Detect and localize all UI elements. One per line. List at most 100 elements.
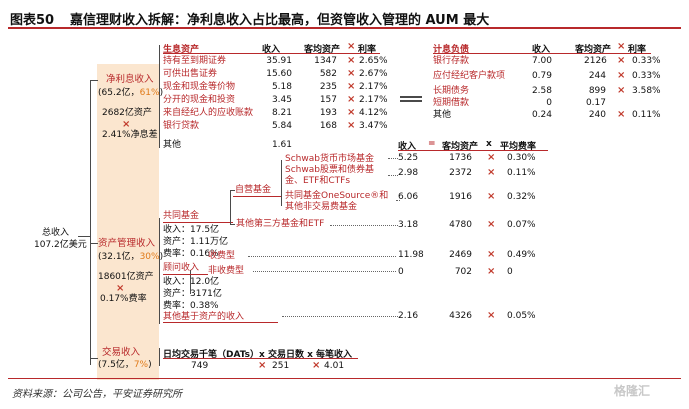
mutual-fund-label: 共同基金 [163, 211, 200, 221]
nii-liab-income: 0 [546, 98, 552, 108]
nii-asset-rate: 4.12% [359, 108, 388, 118]
am-income: 0 [398, 267, 404, 277]
schwab-eq-label: Schwab股票和债券基金、ETF和CTFs [285, 165, 374, 186]
tree-branch-am [90, 243, 98, 244]
nii-liab-rate: 0.11% [632, 110, 661, 120]
nii-asset-name: 现金和现金等价物 [163, 82, 236, 92]
nii-asset-name: 来自经纪人的应收账款 [163, 108, 254, 118]
am-avg-assets: 4326 [449, 311, 472, 321]
nii-asset-avg: 168 [319, 121, 337, 131]
leader-fee [248, 256, 396, 257]
trading-bracket [159, 348, 160, 366]
times-icon: × [487, 152, 496, 163]
times-icon: × [617, 70, 626, 81]
times-icon: × [347, 81, 356, 92]
nii-liab-avg: 899 [588, 86, 606, 96]
leader-nonfee [253, 271, 396, 272]
trading-times-icon-2: × [312, 360, 321, 371]
nii-liab-income: 0.79 [531, 71, 552, 81]
nii-liab-name: 长期债务 [433, 86, 470, 96]
nii-asset-name: 银行贷款 [163, 121, 200, 131]
nii-asset-avg: 1347 [314, 56, 337, 66]
times-icon: × [487, 219, 496, 230]
am-share: 30% [139, 252, 160, 262]
am-col-avg: 客均资产 [442, 142, 479, 152]
times-icon: × [347, 68, 356, 79]
title-rule [8, 27, 681, 29]
figure-label: 图表50 [10, 13, 55, 28]
am-col-income: 收入 [398, 142, 417, 152]
am-fee-rate: 0.49% [507, 250, 536, 260]
nii-asset-avg: 193 [319, 108, 337, 118]
nii-asset-income: 5.18 [271, 82, 292, 92]
nii-liab-rate: 0.33% [632, 71, 661, 81]
nii-assets-bracket [159, 45, 160, 148]
am-name: 资产管理收入 [98, 238, 156, 249]
nii-asset-rate: 2.67% [359, 69, 388, 79]
times-icon: × [617, 55, 626, 66]
trading-amount: (7.5亿，7%) [98, 360, 152, 370]
nii-asset-rate: 3.47% [359, 121, 388, 131]
times-icon: × [487, 167, 496, 178]
nii-liab-avg: 240 [588, 110, 606, 120]
nii-liab-name: 其他 [433, 110, 452, 120]
mf-income: 收入：17.5亿 [163, 225, 220, 235]
nii-share: 61% [139, 88, 160, 98]
adv-rate: 费率：0.38% [163, 301, 219, 311]
nii-times-icon: × [122, 119, 131, 130]
am-fee-rate: 0.32% [507, 192, 536, 202]
adv-income: 收入：12.0亿 [163, 277, 220, 287]
onesource-label: 共同基金OneSource®和其他非交易费基金 [285, 191, 389, 212]
nii-liab-income: 7.00 [531, 56, 552, 66]
source-note: 资料来源：公司公告，平安证券研究所 [12, 389, 182, 400]
schwab-mm-label: Schwab货币市场基金 [285, 154, 374, 164]
nii-liab-name: 短期借款 [433, 98, 470, 108]
nii-assets-header: 生息资产 [163, 45, 200, 55]
other-assets-label: 其他基于资产的收入 [163, 312, 245, 322]
times-icon: × [347, 107, 356, 118]
am-avg-assets: 702 [454, 267, 472, 277]
times-icon: × [487, 310, 496, 321]
nii-assets: 2682亿资产 [102, 108, 152, 118]
tree-branch-trading [90, 358, 98, 359]
trading-rev-per: 4.01 [324, 361, 345, 371]
am-income: 6.06 [398, 192, 419, 202]
total-label: 总收入 [42, 228, 70, 238]
trading-times-icon-1: × [258, 360, 267, 371]
trading-days: 251 [272, 361, 290, 371]
nii-asset-avg: 582 [319, 69, 337, 79]
times-icon: × [617, 85, 626, 96]
times-icon: × [487, 191, 496, 202]
trading-share: 7% [133, 360, 149, 370]
nii-liab-avg: 244 [588, 71, 606, 81]
am-fee-rate: 0 [507, 267, 513, 277]
nii-liab-avg: 0.17 [585, 98, 606, 108]
am-rate: 0.17%费率 [100, 294, 147, 304]
am-fee-rate: 0.07% [507, 220, 536, 230]
prop-bracket [281, 160, 282, 206]
am-income: 11.98 [398, 250, 424, 260]
am-col-rate: 平均费率 [500, 142, 537, 152]
adv-underline [163, 274, 208, 275]
nii-asset-income: 15.60 [266, 69, 292, 79]
adv-bracket [190, 270, 191, 294]
nii-assets-col-rate: 利率 [358, 45, 377, 55]
nii-asset-name: 可供出售证券 [163, 69, 218, 79]
am-bracket [159, 218, 160, 324]
mf-rate: 费率：0.16% [163, 249, 219, 259]
leader-tp [330, 225, 398, 226]
times-icon: × [487, 249, 496, 260]
nii-assets-header-rule [163, 53, 380, 54]
times-icon: × [347, 120, 356, 131]
mf-assets: 资产：1.11万亿 [163, 237, 229, 247]
am-avg-assets: 2372 [449, 168, 472, 178]
nii-liab-col-avg: 客均资产 [575, 45, 612, 55]
total-value: 107.2亿美元 [34, 240, 87, 250]
am-col-eq: = [428, 139, 436, 149]
tree-branch-nii [90, 80, 98, 81]
times-icon: × [347, 55, 356, 66]
am-amount: (32.1亿，30%) [98, 252, 164, 262]
nii-liab-name: 银行存款 [433, 56, 470, 66]
am-income: 2.16 [398, 311, 419, 321]
nii-asset-rate: 2.17% [359, 82, 388, 92]
